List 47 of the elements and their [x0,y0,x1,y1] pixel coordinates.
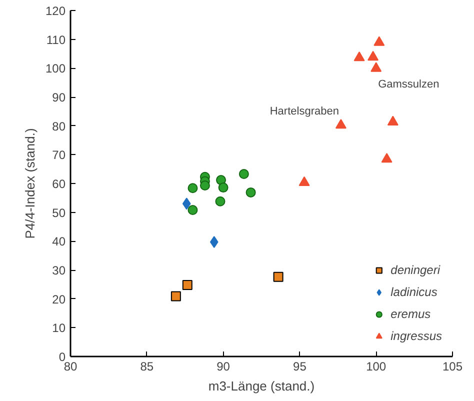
point [387,116,398,126]
y-tick-label: 50 [52,206,66,220]
legend-label: ladinicus [390,285,438,299]
point [215,196,226,206]
y-tick-label: 90 [52,90,66,104]
point [370,62,382,72]
point [210,236,218,248]
point [246,187,256,198]
x-tick-label: 80 [64,360,78,374]
point [182,280,192,290]
point [374,36,385,46]
point [200,180,210,191]
x-tick-label: 85 [140,360,154,374]
x-tick-label: 100 [366,360,386,374]
point [298,176,310,186]
x-tick-label: 105 [442,360,463,374]
y-tick-label: 40 [52,234,66,249]
point [368,50,379,61]
y-axis-title: P4/4-Index (stand.) [22,128,38,239]
y-tick-label: 0 [58,350,66,364]
y-tick-label: 120 [45,4,66,18]
y-tick-label: 80 [52,119,66,134]
point [188,205,198,216]
annotation: Gamssulzen [378,78,440,90]
legend-label: eremus [390,307,431,321]
y-tick-label: 20 [52,292,66,306]
y-tick-label: 70 [52,148,66,162]
legend-label: deningeri [390,263,440,277]
x-tick-label: 90 [216,360,230,374]
y-tick-label: 100 [45,62,66,76]
point [273,272,284,282]
y-tick-label: 30 [52,264,66,278]
point [354,52,365,62]
x-axis-title: m3-Länge (stand.) [208,378,315,394]
x-tick-label: 95 [293,360,307,374]
y-tick-label: 110 [46,32,66,47]
annotation: Hartelsgraben [270,105,339,118]
legend-label: ingressus [390,329,442,343]
point [188,183,198,194]
point [170,291,181,302]
y-tick-label: 60 [52,177,66,191]
y-tick-label: 10 [52,321,66,336]
point [335,118,346,129]
point [218,182,228,193]
point [182,198,191,210]
point [381,153,392,163]
point [238,168,249,179]
